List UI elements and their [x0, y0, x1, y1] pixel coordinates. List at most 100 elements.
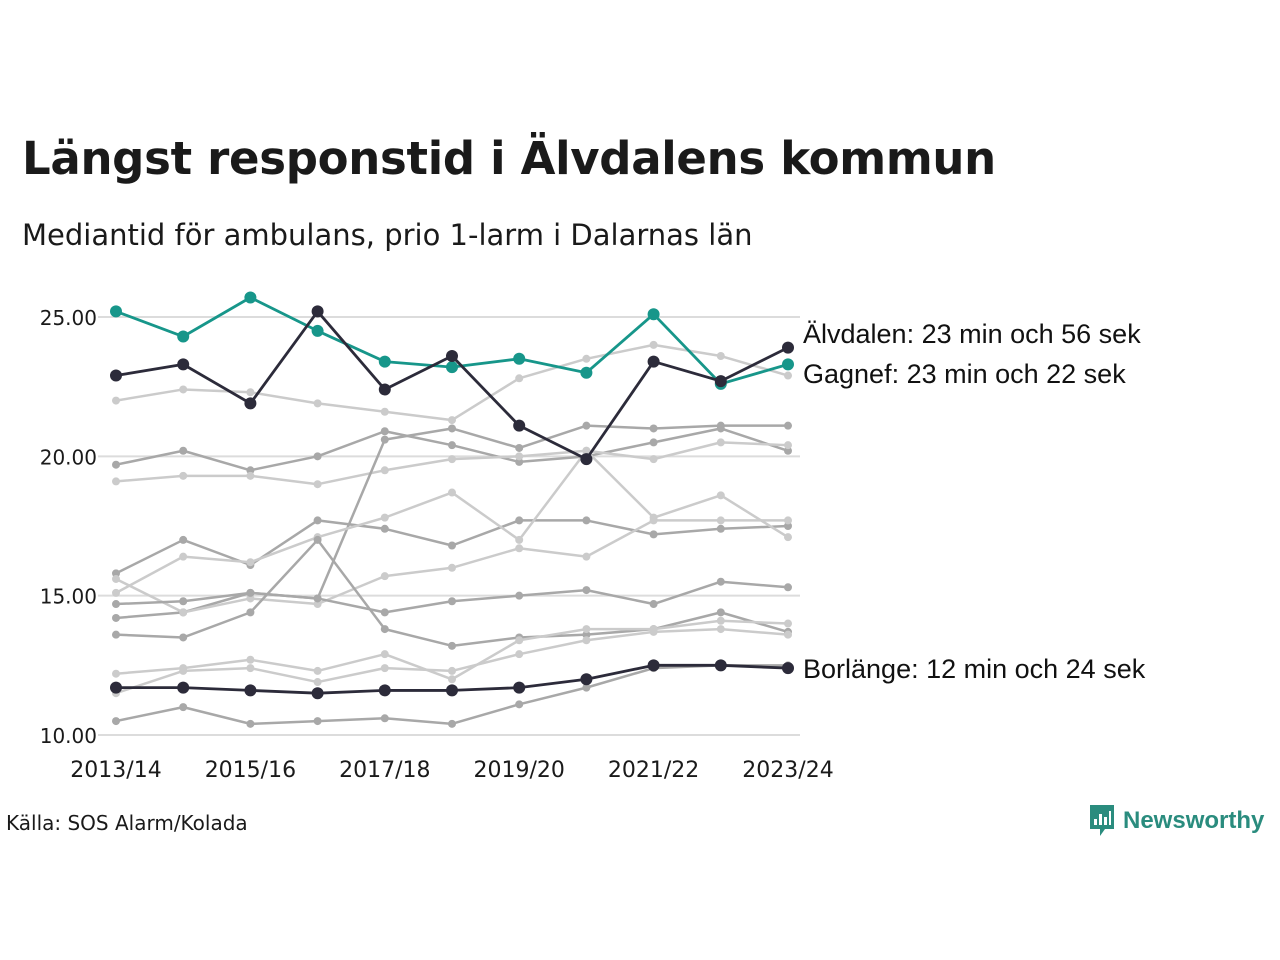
data-point — [716, 577, 725, 586]
data-point — [110, 681, 122, 694]
background-series-line — [112, 625, 792, 698]
y-tick-label: 20.00 — [40, 445, 97, 469]
background-series-line — [112, 438, 792, 489]
data-point — [112, 669, 120, 678]
data-point — [246, 466, 255, 475]
data-point — [515, 535, 524, 544]
series--lvdalen — [110, 305, 794, 466]
data-point — [448, 666, 456, 675]
data-point — [782, 358, 794, 371]
data-point — [448, 719, 456, 728]
end-label--lvdalen: Älvdalen: 23 min och 56 sek — [803, 319, 1141, 349]
data-point — [782, 341, 794, 354]
data-point — [313, 452, 322, 461]
data-point — [448, 541, 456, 550]
data-point — [246, 388, 255, 397]
data-point — [582, 354, 591, 363]
data-point — [179, 608, 188, 617]
data-point — [380, 524, 389, 533]
data-point — [716, 421, 725, 430]
data-point — [179, 446, 188, 455]
data-point — [448, 455, 456, 464]
data-point — [582, 683, 591, 692]
highlighted-series — [110, 291, 794, 700]
data-point — [313, 600, 322, 609]
series-line — [115, 627, 789, 695]
data-point — [647, 308, 660, 321]
data-point — [716, 616, 725, 625]
data-point — [112, 396, 120, 405]
background-series-line — [112, 446, 792, 597]
x-tick-label: 2019/20 — [473, 758, 564, 783]
data-point — [246, 588, 255, 597]
data-point — [448, 675, 456, 684]
data-point — [246, 719, 255, 728]
data-point — [110, 305, 122, 318]
data-point — [313, 480, 322, 489]
data-point — [244, 397, 257, 410]
data-point — [716, 438, 725, 447]
data-point — [649, 340, 658, 349]
series-line — [115, 424, 788, 620]
data-point — [784, 421, 792, 430]
data-point — [448, 416, 456, 425]
data-point — [246, 558, 255, 567]
data-point — [313, 399, 322, 408]
newsworthy-logo-icon — [1090, 805, 1114, 836]
data-point — [380, 407, 389, 416]
data-point — [782, 662, 794, 675]
data-point — [448, 441, 456, 450]
background-series — [112, 340, 792, 728]
data-point — [179, 535, 188, 544]
x-tick-label: 2021/22 — [608, 758, 699, 783]
data-point — [446, 684, 458, 697]
background-series-line — [112, 535, 792, 650]
chart-subtitle: Mediantid för ambulans, prio 1-larm i Da… — [22, 218, 753, 252]
data-point — [380, 714, 389, 723]
chart-title: Längst responstid i Älvdalens kommun — [22, 132, 996, 185]
data-point — [716, 524, 725, 533]
data-point — [177, 681, 190, 694]
data-point — [582, 636, 591, 645]
y-tick-label: 25.00 — [40, 306, 97, 330]
data-point — [378, 355, 391, 368]
data-point — [179, 471, 188, 480]
data-point — [177, 358, 190, 371]
data-point — [784, 522, 792, 530]
data-point — [784, 533, 792, 542]
data-point — [313, 717, 322, 726]
data-point — [380, 650, 389, 659]
data-point — [246, 655, 255, 664]
data-point — [515, 443, 524, 452]
data-point — [515, 700, 524, 709]
end-label-borl-nge: Borlänge: 12 min och 24 sek — [803, 654, 1146, 684]
data-point — [179, 597, 188, 606]
data-point — [378, 684, 391, 697]
data-point — [380, 572, 389, 581]
y-tick-label: 10.00 — [40, 724, 97, 748]
background-series-line — [112, 424, 792, 475]
data-point — [649, 516, 658, 525]
data-point — [112, 600, 120, 609]
data-point — [515, 650, 524, 659]
x-tick-label: 2023/24 — [742, 758, 833, 783]
data-point — [714, 659, 727, 672]
data-point — [112, 717, 120, 726]
data-point — [784, 516, 792, 525]
series-line — [115, 427, 789, 472]
data-point — [582, 630, 591, 639]
data-point — [313, 678, 322, 687]
x-tick-label: 2017/18 — [339, 758, 430, 783]
data-point — [179, 385, 188, 394]
data-point — [179, 633, 188, 642]
x-axis-ticks: 2013/14 2015/16 2017/18 2019/20 2021/22 2023/… — [70, 758, 833, 783]
series-end-labels: Gagnef: 23 min och 22 sek Älvdalen: 23 mi… — [803, 319, 1146, 684]
data-point — [380, 466, 389, 475]
data-point — [112, 588, 120, 597]
series-line — [115, 310, 789, 461]
data-point — [647, 659, 660, 672]
end-label-gagnef: Gagnef: 23 min och 22 sek — [803, 359, 1126, 389]
data-point — [647, 355, 660, 368]
data-point — [380, 625, 389, 634]
data-point — [313, 594, 322, 603]
